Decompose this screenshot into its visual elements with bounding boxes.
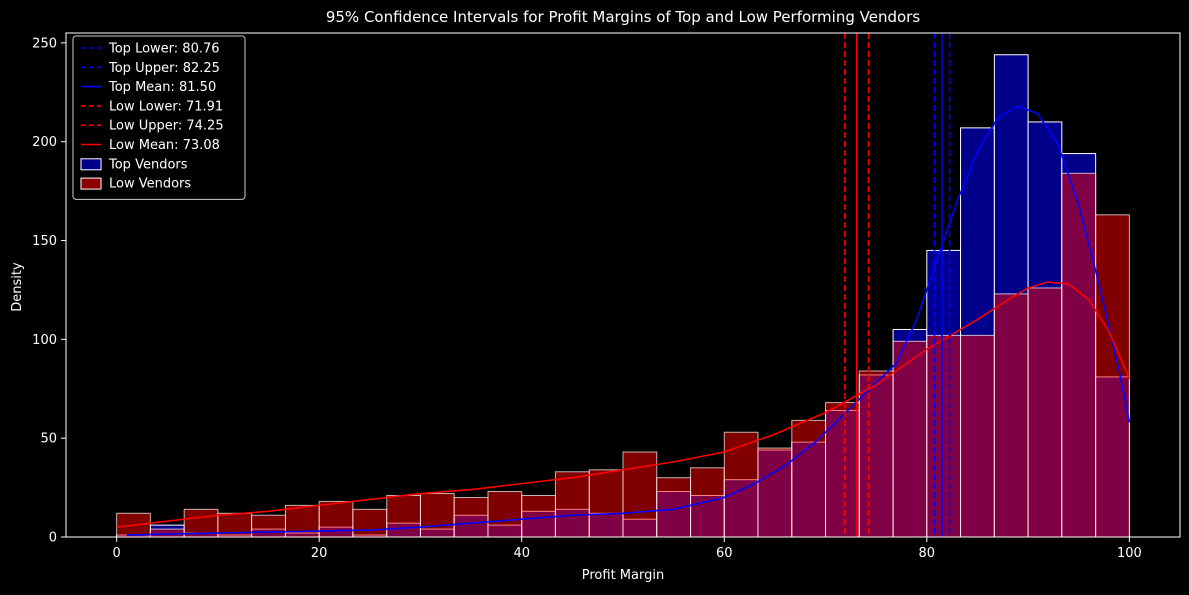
legend-label: Top Upper: 82.25 <box>108 61 220 76</box>
x-axis-label: Profit Margin <box>582 568 664 583</box>
x-tick-label: 100 <box>1117 546 1142 561</box>
x-tick-label: 40 <box>513 546 530 561</box>
y-tick-label: 150 <box>32 234 57 249</box>
bar-low-vendors <box>960 334 995 537</box>
bar-low-vendors <box>825 402 860 537</box>
x-tick-label: 20 <box>311 546 328 561</box>
bar-low-vendors <box>352 508 388 537</box>
legend-label: Low Lower: 71.91 <box>109 99 223 114</box>
bar-low-vendors <box>1027 287 1063 537</box>
legend-label: Low Upper: 74.25 <box>109 119 224 134</box>
bar-low-vendors <box>588 469 624 537</box>
bar-low-vendors <box>926 334 962 537</box>
y-tick-label: 0 <box>49 531 57 546</box>
bar-low-vendors <box>1061 172 1097 537</box>
x-tick-label: 0 <box>112 546 120 561</box>
plot-content <box>116 33 1131 537</box>
bar-low-vendors <box>858 370 894 537</box>
bar-low-vendors <box>993 293 1029 537</box>
y-tick-label: 50 <box>40 432 57 447</box>
bar-low-vendors <box>1095 214 1130 537</box>
legend-swatch <box>80 158 102 171</box>
legend-label: Low Vendors <box>109 177 191 192</box>
bar-low-vendors <box>453 496 489 537</box>
legend-label: Low Mean: 73.08 <box>109 138 220 153</box>
bar-low-vendors <box>892 340 928 537</box>
bar-low-vendors <box>487 491 523 537</box>
y-tick-label: 100 <box>32 333 57 348</box>
x-tick-label: 80 <box>919 546 936 561</box>
chart-title: 95% Confidence Intervals for Profit Marg… <box>326 8 920 26</box>
legend-label: Top Mean: 81.50 <box>108 80 216 95</box>
legend-box <box>72 35 246 200</box>
plot-area: 0 20 40 60 80 100 0 50 100 150 200 250 <box>32 32 1181 561</box>
legend-swatch <box>80 177 102 190</box>
legend: Top Lower: 80.76 Top Upper: 82.25 Top Mean… <box>72 35 246 200</box>
bar-low-vendors <box>554 471 590 537</box>
bar-low-vendors <box>690 467 725 537</box>
bar-low-vendors <box>386 494 421 537</box>
bar-low-vendors <box>251 514 286 537</box>
kde-curve-top-vendors <box>126 105 1131 536</box>
legend-label: Top Vendors <box>108 157 188 172</box>
x-tick-label: 60 <box>716 546 733 561</box>
y-tick-label: 250 <box>32 36 57 51</box>
bar-low-vendors <box>757 447 793 537</box>
y-axis-label: Density <box>10 262 25 312</box>
bar-low-vendors <box>419 493 455 537</box>
legend-label: Top Lower: 80.76 <box>108 42 220 57</box>
plot-frame <box>65 32 1181 538</box>
y-tick-label: 200 <box>32 135 57 150</box>
kde-curve-low-vendors <box>116 281 1131 528</box>
